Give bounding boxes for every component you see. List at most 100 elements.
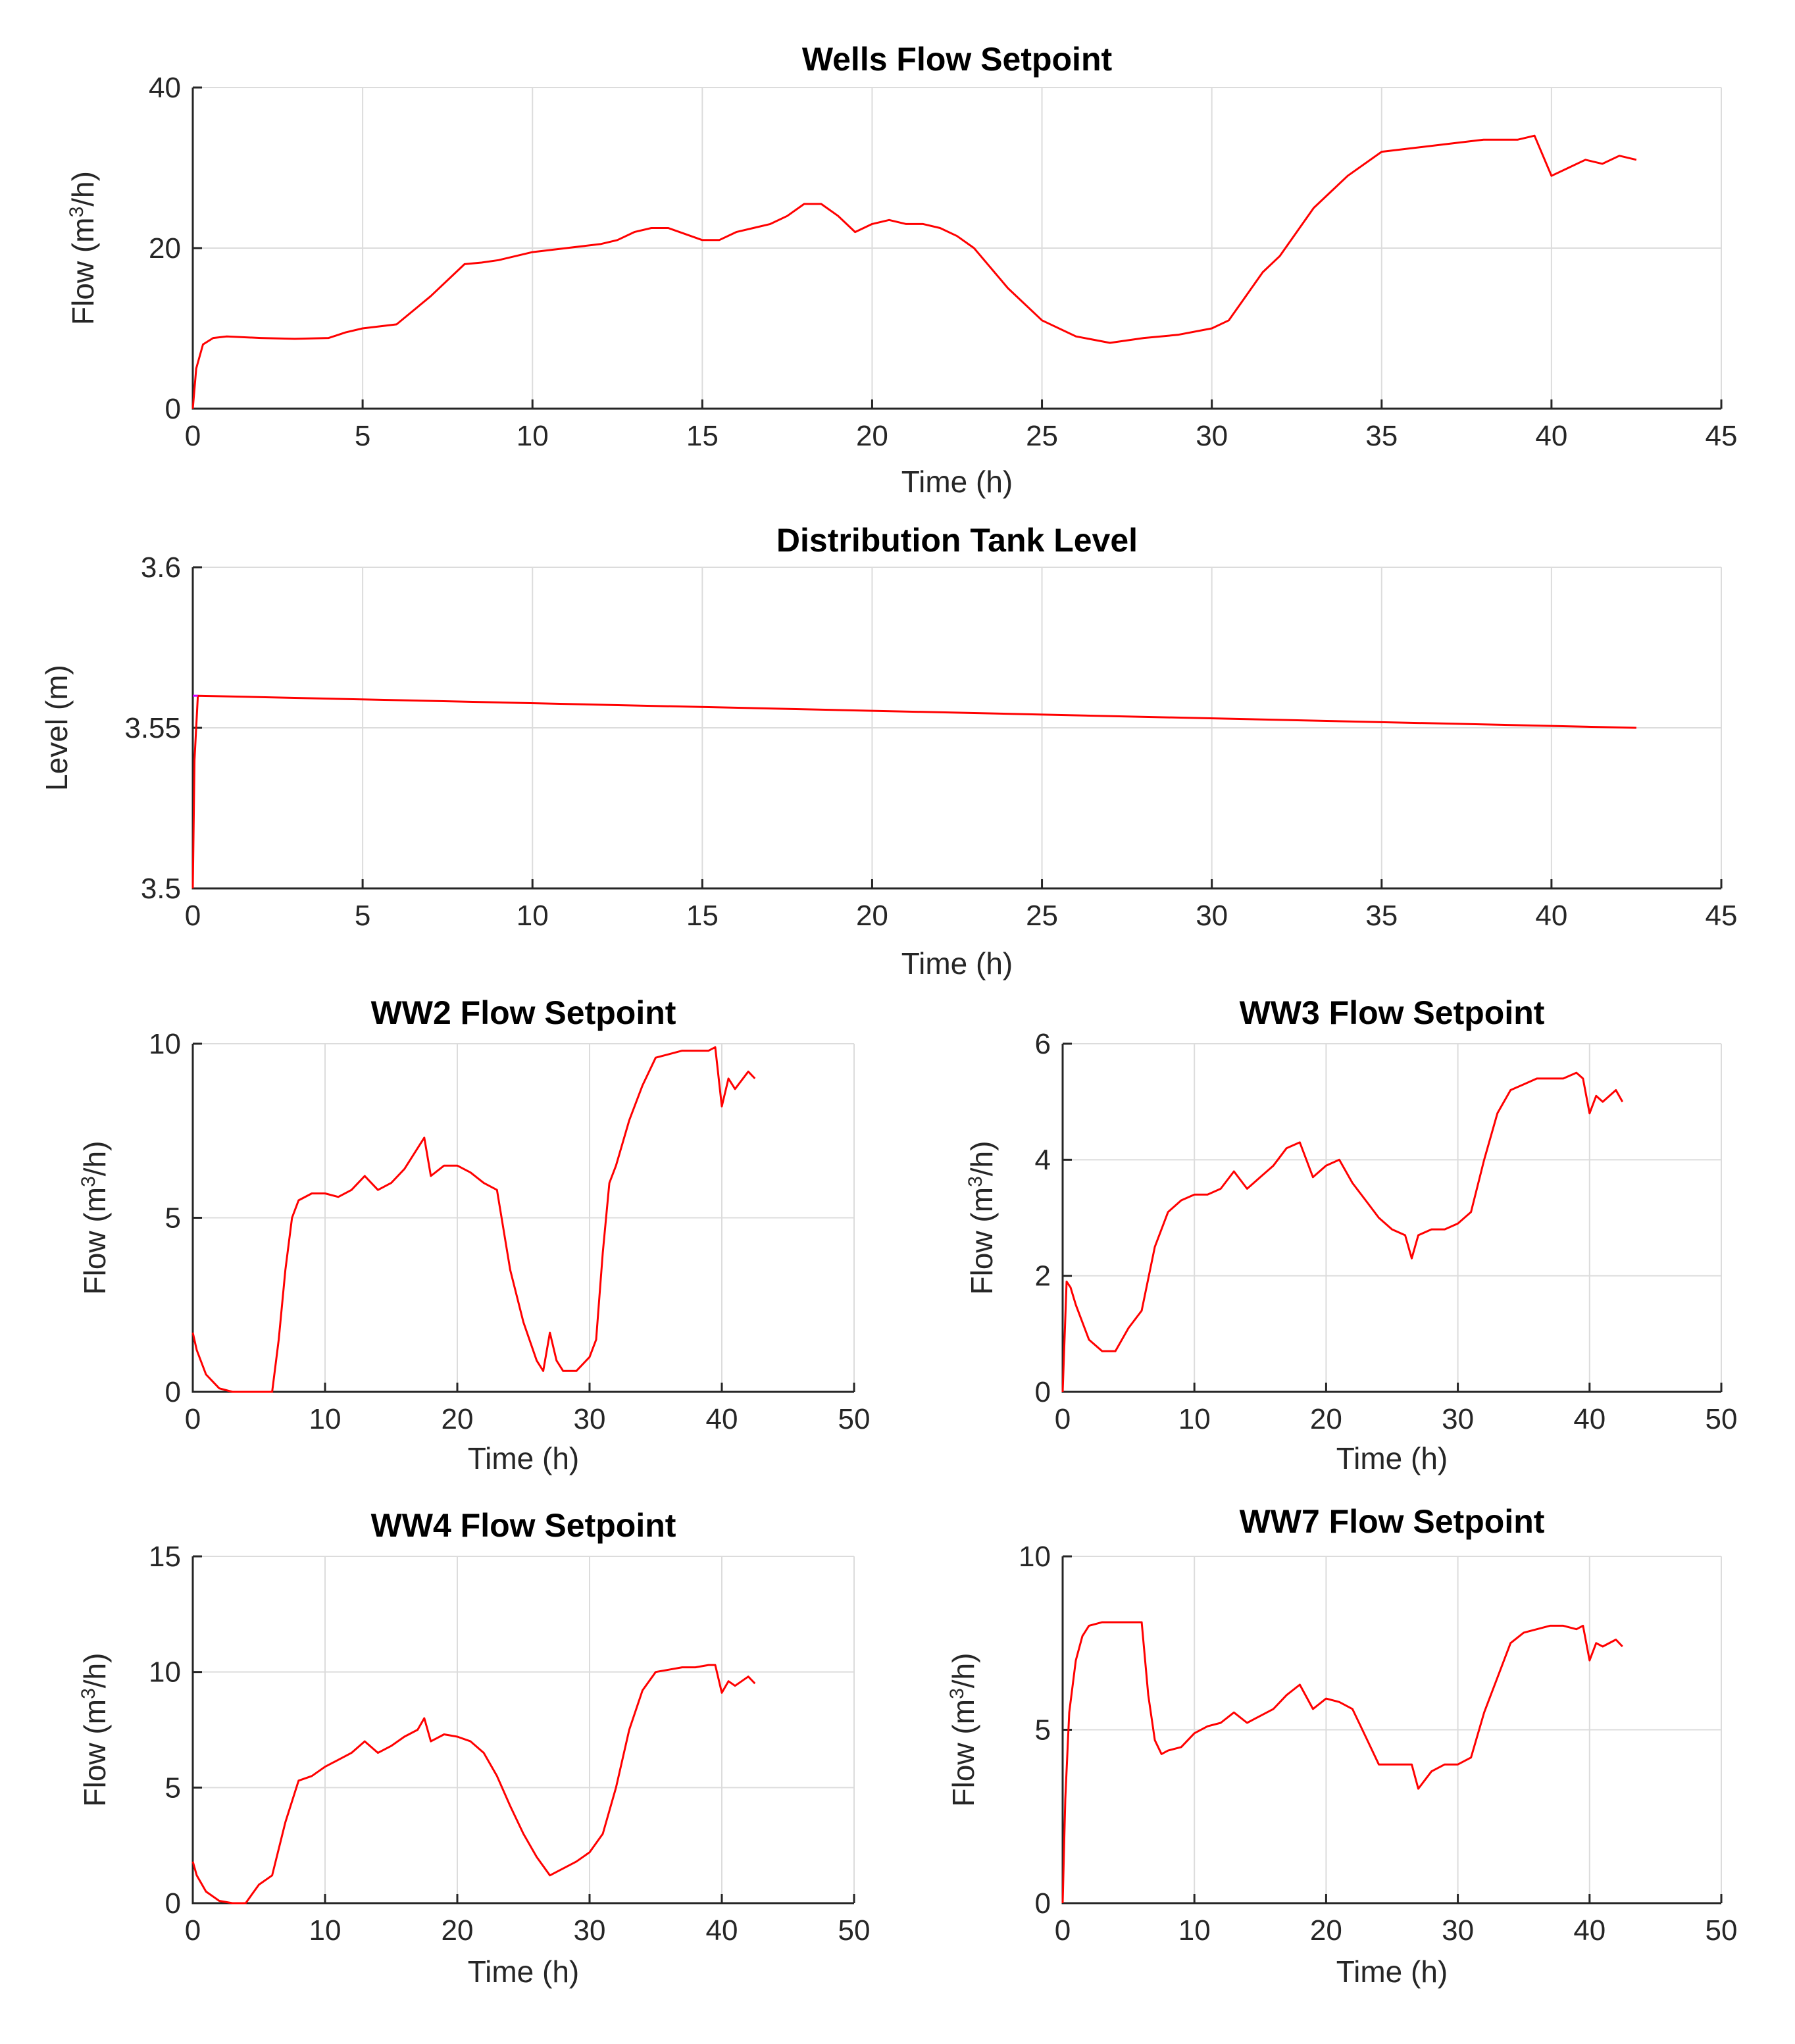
- y-tick-label: 5: [1035, 1714, 1051, 1747]
- x-tick-label: 0: [1055, 1914, 1071, 1947]
- x-axis-label: Time (h): [901, 465, 1013, 499]
- y-tick-label: 4: [1035, 1144, 1051, 1176]
- y-axis-label-unit: /h): [78, 1141, 112, 1177]
- y-axis-label: Flow (m3/h): [946, 1653, 980, 1807]
- x-tick-label: 10: [517, 420, 549, 452]
- y-axis-label-unit: /h): [946, 1653, 980, 1689]
- series-line: [1061, 1621, 1623, 1904]
- x-tick-label: 40: [706, 1403, 738, 1435]
- chart-ww4: 0 10 20 30 40 50 0 5 10 15 WW4 Flow Setpoint Time (…: [78, 1507, 870, 1989]
- series-line: [191, 134, 1637, 409]
- x-tick-label: 25: [1026, 420, 1058, 452]
- y-axis-label-unit: /h): [78, 1653, 112, 1689]
- y-tick-label: 5: [165, 1772, 181, 1804]
- x-tick-label: 35: [1365, 420, 1398, 452]
- x-tick-label: 30: [1196, 900, 1228, 932]
- series-line: [191, 694, 1636, 889]
- x-tick-label: 30: [1442, 1403, 1474, 1435]
- x-axis-label: Time (h): [1336, 1441, 1448, 1475]
- series-line: [1061, 1071, 1624, 1392]
- x-tick-label: 45: [1706, 900, 1738, 932]
- x-tick-label: 20: [856, 420, 888, 452]
- y-axis-label-superscript: 3: [946, 1688, 968, 1699]
- y-axis-label-main: Flow (m: [965, 1187, 999, 1295]
- x-tick-label: 5: [355, 420, 370, 452]
- y-axis-label-main: Flow (m: [946, 1699, 980, 1807]
- y-axis-label: Level (m): [39, 665, 74, 791]
- y-tick-label: 10: [149, 1028, 181, 1060]
- x-tick-label: 0: [185, 1914, 201, 1947]
- x-tick-label: 15: [686, 900, 719, 932]
- series-line: [191, 1046, 756, 1393]
- x-tick-label: 45: [1706, 420, 1738, 452]
- x-tick-label: 40: [1573, 1914, 1605, 1947]
- y-tick-label: 0: [1035, 1887, 1051, 1920]
- y-tick-label: 5: [165, 1202, 181, 1235]
- x-tick-label: 0: [185, 420, 201, 452]
- x-tick-label: 5: [355, 900, 370, 932]
- x-tick-label: 30: [574, 1914, 606, 1947]
- x-tick-label: 10: [1178, 1403, 1211, 1435]
- chart-tank: 0 5 10 15 20 25 30 35 40 45 3.5 3.55 3.6 Distribution…: [39, 522, 1737, 981]
- x-tick-label: 20: [442, 1914, 474, 1947]
- x-tick-label: 0: [1055, 1403, 1071, 1435]
- x-axis-label: Time (h): [1336, 1955, 1448, 1989]
- chart-title: Distribution Tank Level: [776, 522, 1138, 559]
- y-axis-label-main: Flow (m: [78, 1699, 112, 1807]
- x-tick-label: 50: [838, 1914, 871, 1947]
- chart-title: WW2 Flow Setpoint: [371, 994, 676, 1031]
- x-tick-label: 40: [1573, 1403, 1605, 1435]
- x-tick-label: 40: [706, 1914, 738, 1947]
- y-axis-label: Flow (m3/h): [78, 1141, 112, 1295]
- chart-title: WW4 Flow Setpoint: [371, 1507, 676, 1544]
- y-tick-label: 10: [149, 1656, 181, 1689]
- x-tick-label: 0: [185, 900, 201, 932]
- x-tick-label: 50: [1706, 1914, 1738, 1947]
- chart-ww2: 0 10 20 30 40 50 0 5 10 WW2 Flow Setpoint Time (h)…: [78, 994, 870, 1475]
- x-axis-label: Time (h): [468, 1955, 580, 1989]
- series-line: [191, 1664, 756, 1904]
- chart-title: WW7 Flow Setpoint: [1240, 1503, 1545, 1540]
- x-tick-label: 20: [1310, 1914, 1342, 1947]
- y-axis-label: Flow (m3/h): [66, 171, 100, 325]
- x-tick-label: 0: [185, 1403, 201, 1435]
- y-tick-label: 3.55: [124, 712, 181, 744]
- chart-wells: 0 5 10 15 20 25 30 35 40 45 0 20 40 Wells Flow Setpoi…: [66, 41, 1737, 499]
- x-tick-label: 50: [838, 1403, 871, 1435]
- y-axis-label-superscript: 3: [965, 1176, 986, 1187]
- y-axis-label: Flow (m3/h): [965, 1141, 999, 1295]
- chart-ww3: 0 10 20 30 40 50 0 2 4 6 WW3 Flow Setpoint Time (h)…: [965, 994, 1737, 1475]
- y-tick-label: 6: [1035, 1028, 1051, 1060]
- chart-title: Wells Flow Setpoint: [802, 41, 1113, 78]
- x-tick-label: 20: [442, 1403, 474, 1435]
- x-tick-label: 15: [686, 420, 719, 452]
- x-tick-label: 40: [1535, 900, 1567, 932]
- y-tick-label: 15: [149, 1541, 181, 1573]
- x-tick-label: 10: [309, 1403, 341, 1435]
- x-tick-label: 35: [1365, 900, 1398, 932]
- x-axis-label: Time (h): [468, 1441, 580, 1475]
- y-tick-label: 40: [149, 72, 181, 104]
- x-tick-label: 10: [309, 1914, 341, 1947]
- y-axis-label-unit: /h): [965, 1141, 999, 1177]
- y-tick-label: 0: [165, 393, 181, 425]
- x-tick-label: 20: [856, 900, 888, 932]
- y-axis-label-superscript: 3: [78, 1688, 99, 1699]
- x-tick-label: 30: [1442, 1914, 1474, 1947]
- x-tick-label: 10: [517, 900, 549, 932]
- y-tick-label: 20: [149, 232, 181, 265]
- axes-frame: [1061, 1044, 1721, 1393]
- x-tick-label: 30: [574, 1403, 606, 1435]
- y-axis-label-superscript: 3: [66, 207, 88, 218]
- x-tick-label: 20: [1310, 1403, 1342, 1435]
- y-axis-label-unit: /h): [66, 171, 100, 207]
- y-axis-label: Flow (m3/h): [78, 1653, 112, 1807]
- y-tick-label: 3.5: [141, 873, 181, 905]
- chart-title: WW3 Flow Setpoint: [1240, 994, 1545, 1031]
- x-axis-label: Time (h): [901, 946, 1013, 981]
- y-tick-label: 10: [1019, 1541, 1051, 1573]
- y-tick-label: 0: [165, 1887, 181, 1920]
- x-tick-label: 30: [1196, 420, 1228, 452]
- chart-ww7: 0 10 20 30 40 50 0 5 10 WW7 Flow Setpoint Time (h)…: [946, 1503, 1737, 1989]
